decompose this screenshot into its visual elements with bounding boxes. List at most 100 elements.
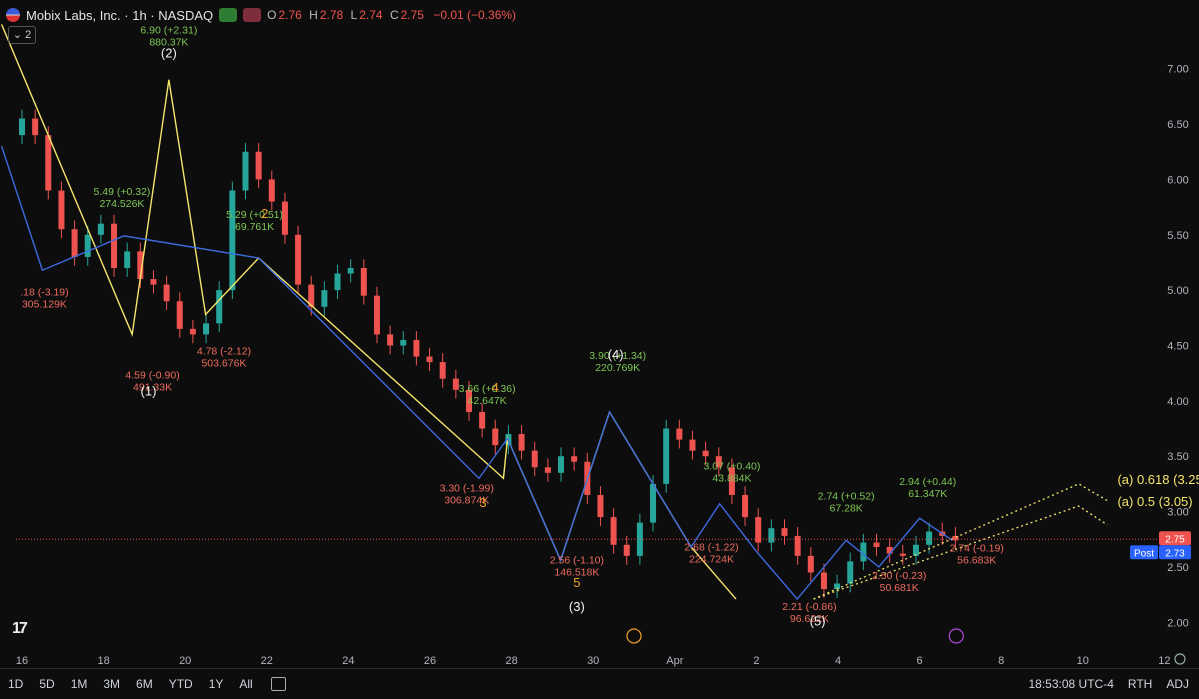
candle-body — [742, 494, 749, 518]
y-tick-label: 2.00 — [1167, 617, 1188, 629]
wave-volume-label: 305.129K — [22, 299, 67, 311]
range-6m[interactable]: 6M — [136, 677, 153, 691]
candle-body — [912, 544, 919, 556]
wave-label: (5) — [810, 614, 826, 629]
candle-body — [544, 467, 551, 473]
candle-body — [768, 528, 775, 543]
wave-volume-label: 146.518K — [554, 567, 599, 579]
wave-label: 3.90 (+1.34) — [589, 350, 646, 362]
candle-body — [886, 547, 893, 554]
wave-label: 2.68 (-1.22) — [684, 541, 738, 553]
x-tick-label: 22 — [261, 655, 273, 667]
blue-wave-line — [0, 145, 953, 601]
candle-body — [728, 467, 735, 495]
x-tick-label: 30 — [587, 655, 599, 667]
wave-label: 4.78 (-2.12) — [197, 345, 251, 357]
wave-label: 4.59 (-0.90) — [125, 370, 179, 382]
y-tick-label: 3.50 — [1167, 451, 1188, 463]
candle-body — [492, 428, 499, 446]
wave-label: .18 (-3.19) — [20, 287, 68, 299]
wave-label: 2.74 (+0.52) — [818, 490, 875, 502]
candle-body — [702, 450, 709, 457]
rth-toggle[interactable]: RTH — [1127, 677, 1153, 691]
indicator-up-icon[interactable] — [219, 8, 238, 22]
candle-body — [413, 339, 420, 357]
post-label-text: Post — [1134, 548, 1154, 559]
candle-body — [794, 535, 801, 556]
wave-label: 2 — [261, 206, 268, 221]
y-tick-label: 4.00 — [1167, 396, 1188, 408]
candle-body — [45, 135, 52, 191]
candle-body — [216, 290, 223, 324]
price-badge — [1159, 531, 1191, 546]
calendar-icon[interactable] — [270, 677, 286, 691]
candle-body — [360, 268, 367, 296]
range-1m[interactable]: 1M — [70, 677, 88, 691]
candle-body — [203, 323, 210, 335]
candle-body — [899, 553, 906, 556]
candle-body — [650, 483, 657, 523]
x-tick-label: 12 — [1158, 655, 1170, 667]
candle-body — [479, 411, 486, 429]
bottom-toolbar: 1D 5D 1M 3M 6M YTD 1Y All 18:53:08 UTC-4… — [0, 668, 1199, 699]
wave-label: 2.94 (+0.44) — [899, 476, 956, 488]
candle-body — [623, 544, 630, 556]
candle-body — [755, 517, 762, 543]
clock-readout[interactable]: 18:53:08 UTC-4 — [1028, 677, 1114, 691]
wave-volume-label: 43.884K — [712, 473, 751, 485]
candle-body — [84, 234, 91, 257]
x-tick-label: Apr — [666, 655, 683, 667]
candle-body — [531, 450, 538, 468]
candle-body — [308, 284, 315, 307]
range-3m[interactable]: 3M — [103, 677, 121, 691]
wave-volume-label: 50.681K — [880, 582, 919, 594]
candle-body — [387, 334, 394, 346]
x-tick-label: 10 — [1077, 655, 1089, 667]
x-tick-label: 18 — [97, 655, 109, 667]
wave-volume-label: 61.347K — [908, 488, 947, 500]
wave-label: 5 — [573, 575, 580, 590]
wave-volume-label: 42.647K — [468, 395, 507, 407]
range-5d[interactable]: 5D — [39, 677, 55, 691]
y-tick-label: 6.50 — [1167, 119, 1188, 131]
candle-body — [597, 494, 604, 518]
candle-body — [663, 428, 670, 484]
adj-toggle[interactable]: ADJ — [1166, 677, 1189, 691]
wave-volume-label: 306.874K — [444, 495, 489, 507]
y-tick-label: 2.50 — [1167, 562, 1188, 574]
y-tick-label: 4.50 — [1167, 341, 1188, 353]
wave-volume-label: 220.769K — [595, 362, 640, 374]
candle-body — [242, 151, 249, 191]
candle-body — [847, 561, 854, 584]
candle-body — [321, 290, 328, 307]
wave-label: 4 — [492, 380, 499, 395]
x-tick-label: 4 — [835, 655, 841, 667]
symbol-title[interactable]: Mobix Labs, Inc. · 1h · NASDAQ — [26, 7, 214, 23]
wave-volume-label: 56.683K — [957, 554, 996, 566]
yellow-wave-line — [0, 24, 737, 600]
indicator-wave-icon[interactable] — [243, 8, 262, 22]
range-1y[interactable]: 1Y — [208, 677, 224, 691]
x-tick-label: 24 — [342, 655, 354, 667]
candle-body — [952, 535, 959, 541]
range-ytd[interactable]: YTD — [168, 677, 193, 691]
candle-body — [860, 542, 867, 562]
wave-volume-label: 69.761K — [235, 221, 274, 233]
y-tick-label: 5.00 — [1167, 285, 1188, 297]
range-1d[interactable]: 1D — [8, 677, 24, 691]
x-tick-label: 2 — [753, 655, 759, 667]
projection-line-0618 — [813, 483, 1108, 600]
wave-label: (3) — [569, 599, 585, 614]
range-all[interactable]: All — [239, 677, 253, 691]
wave-label: 6.90 (+2.31) — [140, 24, 197, 36]
y-tick-label: 6.00 — [1167, 174, 1188, 186]
legend-toggle[interactable]: ⌄ 2 — [8, 26, 36, 44]
candle-body — [439, 362, 446, 379]
candle-body — [163, 284, 170, 302]
post-label-badge — [1130, 545, 1158, 560]
wave-label: 3.07 (+0.40) — [703, 461, 760, 473]
price-chart[interactable]: 2.00 2.50 3.00 3.50 4.00 4.50 5.00 5.50 6.00 6.50… — [0, 0, 1199, 669]
candle-body — [32, 118, 39, 136]
price-badge-value: 2.73 — [1165, 548, 1185, 559]
candle-body — [807, 555, 814, 573]
